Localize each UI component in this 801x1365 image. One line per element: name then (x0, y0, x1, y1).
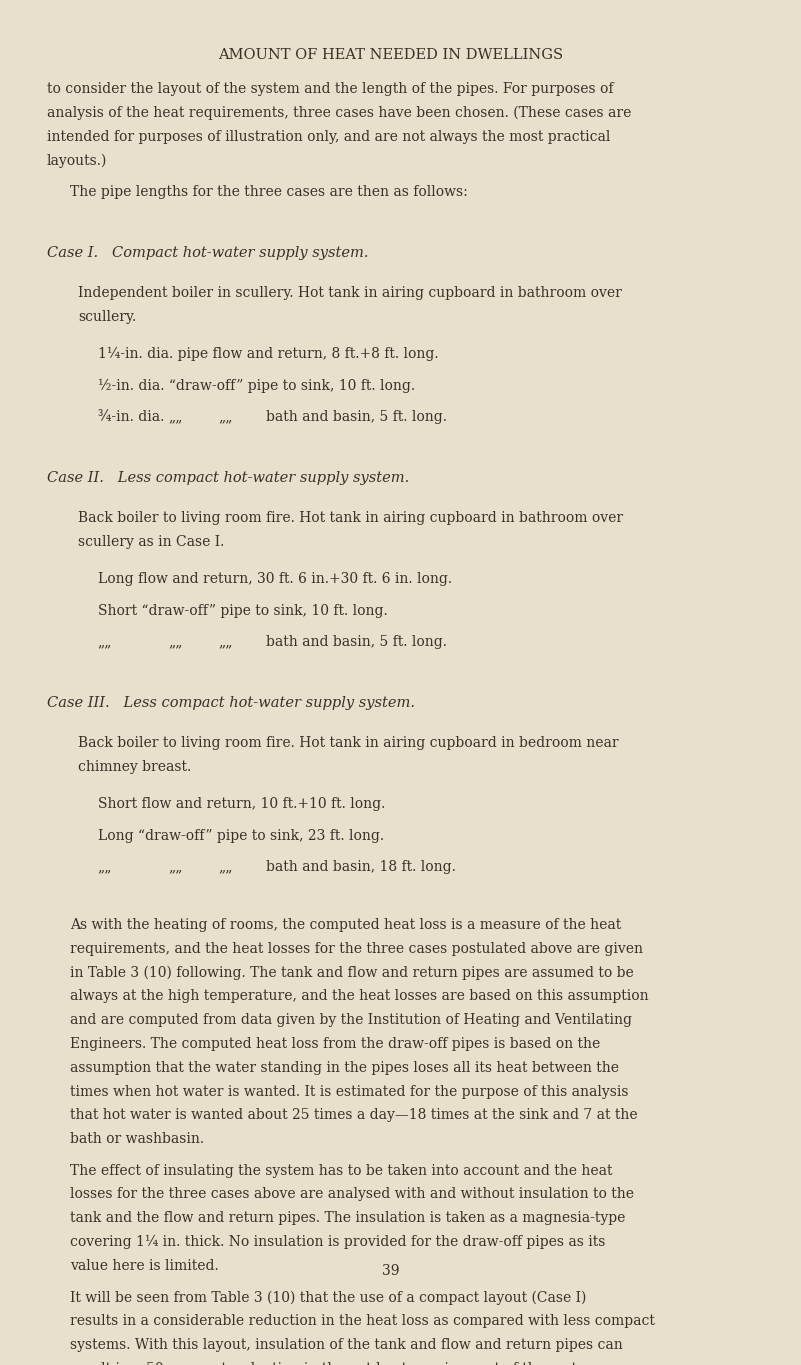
Text: scullery as in Case I.: scullery as in Case I. (78, 535, 224, 549)
Text: Long “draw-off” pipe to sink, 23 ft. long.: Long “draw-off” pipe to sink, 23 ft. lon… (98, 829, 384, 842)
Text: bath or washbasin.: bath or washbasin. (70, 1132, 204, 1147)
Text: „„: „„ (168, 635, 183, 650)
Text: tank and the flow and return pipes. The insulation is taken as a magnesia-type: tank and the flow and return pipes. The … (70, 1211, 626, 1226)
Text: Long flow and return, 30 ft. 6 in.+30 ft. 6 in. long.: Long flow and return, 30 ft. 6 in.+30 ft… (98, 572, 452, 586)
Text: losses for the three cases above are analysed with and without insulation to the: losses for the three cases above are ana… (70, 1188, 634, 1201)
Text: and are computed from data given by the Institution of Heating and Ventilating: and are computed from data given by the … (70, 1013, 632, 1028)
Text: „„: „„ (168, 860, 183, 875)
Text: The effect of insulating the system has to be taken into account and the heat: The effect of insulating the system has … (70, 1164, 613, 1178)
Text: AMOUNT OF HEAT NEEDED IN DWELLINGS: AMOUNT OF HEAT NEEDED IN DWELLINGS (218, 48, 563, 63)
Text: It will be seen from Table 3 (10) that the use of a compact layout (Case I): It will be seen from Table 3 (10) that t… (70, 1290, 586, 1305)
Text: value here is limited.: value here is limited. (70, 1259, 219, 1272)
Text: Back boiler to living room fire. Hot tank in airing cupboard in bedroom near: Back boiler to living room fire. Hot tan… (78, 737, 618, 751)
Text: ½-in. dia. “draw-off” pipe to sink, 10 ft. long.: ½-in. dia. “draw-off” pipe to sink, 10 f… (98, 378, 415, 393)
Text: that hot water is wanted about 25 times a day—18 times at the sink and 7 at the: that hot water is wanted about 25 times … (70, 1108, 638, 1122)
Text: Case II.   Less compact hot-water supply system.: Case II. Less compact hot-water supply s… (47, 471, 409, 485)
Text: chimney breast.: chimney breast. (78, 760, 191, 774)
Text: bath and basin, 5 ft. long.: bath and basin, 5 ft. long. (266, 411, 446, 425)
Text: 39: 39 (382, 1264, 399, 1278)
Text: „„: „„ (98, 635, 112, 650)
Text: result in a 50 per cent reduction in the net heat requirement of the system.: result in a 50 per cent reduction in the… (70, 1362, 603, 1365)
Text: intended for purposes of illustration only, and are not always the most practica: intended for purposes of illustration on… (47, 130, 610, 143)
Text: analysis of the heat requirements, three cases have been chosen. (These cases ar: analysis of the heat requirements, three… (47, 106, 631, 120)
Text: times when hot water is wanted. It is estimated for the purpose of this analysis: times when hot water is wanted. It is es… (70, 1085, 629, 1099)
Text: Case III.   Less compact hot-water supply system.: Case III. Less compact hot-water supply … (47, 696, 415, 710)
Text: results in a considerable reduction in the heat loss as compared with less compa: results in a considerable reduction in t… (70, 1314, 655, 1328)
Text: Short flow and return, 10 ft.+10 ft. long.: Short flow and return, 10 ft.+10 ft. lon… (98, 797, 385, 811)
Text: „„: „„ (219, 635, 233, 650)
Text: bath and basin, 5 ft. long.: bath and basin, 5 ft. long. (266, 635, 446, 650)
Text: assumption that the water standing in the pipes loses all its heat between the: assumption that the water standing in th… (70, 1061, 619, 1074)
Text: systems. With this layout, insulation of the tank and flow and return pipes can: systems. With this layout, insulation of… (70, 1338, 623, 1351)
Text: always at the high temperature, and the heat losses are based on this assumption: always at the high temperature, and the … (70, 990, 649, 1003)
Text: layouts.): layouts.) (47, 154, 107, 168)
Text: scullery.: scullery. (78, 310, 136, 325)
Text: to consider the layout of the system and the length of the pipes. For purposes o: to consider the layout of the system and… (47, 82, 614, 97)
Text: Engineers. The computed heat loss from the draw-off pipes is based on the: Engineers. The computed heat loss from t… (70, 1037, 601, 1051)
Text: ¾-in. dia.: ¾-in. dia. (98, 411, 164, 425)
Text: covering 1¼ in. thick. No insulation is provided for the draw-off pipes as its: covering 1¼ in. thick. No insulation is … (70, 1235, 606, 1249)
Text: „„: „„ (168, 411, 183, 425)
Text: The pipe lengths for the three cases are then as follows:: The pipe lengths for the three cases are… (70, 186, 468, 199)
Text: „„: „„ (219, 860, 233, 875)
Text: Short “draw-off” pipe to sink, 10 ft. long.: Short “draw-off” pipe to sink, 10 ft. lo… (98, 603, 388, 618)
Text: As with the heating of rooms, the computed heat loss is a measure of the heat: As with the heating of rooms, the comput… (70, 919, 622, 932)
Text: requirements, and the heat losses for the three cases postulated above are given: requirements, and the heat losses for th… (70, 942, 643, 955)
Text: „„: „„ (219, 411, 233, 425)
Text: Back boiler to living room fire. Hot tank in airing cupboard in bathroom over: Back boiler to living room fire. Hot tan… (78, 512, 623, 526)
Text: 1¼-in. dia. pipe flow and return, 8 ft.+8 ft. long.: 1¼-in. dia. pipe flow and return, 8 ft.+… (98, 347, 438, 362)
Text: bath and basin, 18 ft. long.: bath and basin, 18 ft. long. (266, 860, 456, 875)
Text: Case I.   Compact hot-water supply system.: Case I. Compact hot-water supply system. (47, 246, 368, 259)
Text: Independent boiler in scullery. Hot tank in airing cupboard in bathroom over: Independent boiler in scullery. Hot tank… (78, 287, 622, 300)
Text: „„: „„ (98, 860, 112, 875)
Text: in Table 3 (10) following. The tank and flow and return pipes are assumed to be: in Table 3 (10) following. The tank and … (70, 965, 634, 980)
